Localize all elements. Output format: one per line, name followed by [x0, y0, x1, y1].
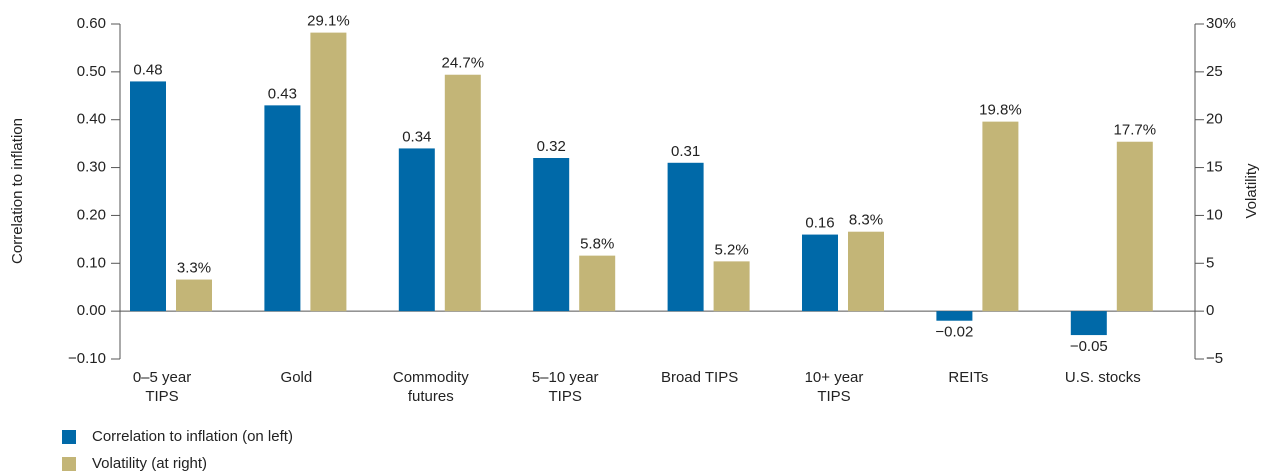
y-tick-label: 0.20	[77, 206, 106, 223]
bar	[264, 105, 301, 312]
value-label: 3.3%	[177, 260, 211, 277]
x-tick-label: 10+ year	[805, 369, 864, 386]
y2-tick-label: −5	[1206, 350, 1223, 367]
value-label: 5.8%	[580, 236, 614, 253]
x-tick-label: U.S. stocks	[1065, 369, 1141, 386]
y2-tick-label: 15	[1206, 159, 1223, 176]
bar	[713, 261, 750, 312]
value-label: 0.32	[537, 138, 566, 155]
y2-tick-label: 30%	[1206, 15, 1236, 32]
legend-swatch	[62, 457, 76, 471]
legend-label: Correlation to inflation (on left)	[92, 428, 293, 445]
x-tick-label: Gold	[281, 369, 313, 386]
y2-tick-label: 25	[1206, 63, 1223, 80]
value-label: 17.7%	[1114, 122, 1157, 139]
x-tick-label: TIPS	[549, 388, 582, 405]
y-tick-label: 0.60	[77, 15, 106, 32]
bar	[1116, 141, 1153, 312]
x-tick-label: 5–10 year	[532, 369, 599, 386]
bar	[667, 162, 704, 312]
value-label: 24.7%	[442, 55, 485, 72]
legend-label: Volatility (at right)	[92, 455, 207, 472]
y-tick-label: 0.40	[77, 111, 106, 128]
y2-axis-title: Volatility	[1243, 163, 1260, 219]
x-tick-label: REITs	[948, 369, 988, 386]
value-label: −0.02	[935, 324, 973, 341]
value-label: 0.31	[671, 143, 700, 160]
value-label: 0.43	[268, 85, 297, 102]
x-tick-label: TIPS	[817, 388, 850, 405]
value-label: 19.8%	[979, 102, 1022, 119]
value-label: −0.05	[1070, 338, 1108, 355]
bar	[444, 74, 481, 312]
x-tick-label: Broad TIPS	[661, 369, 738, 386]
bar	[982, 121, 1019, 312]
y-axis-title: Correlation to inflation	[9, 118, 26, 264]
bar	[176, 279, 212, 312]
x-tick-label: 0–5 year	[133, 369, 191, 386]
y-tick-label: −0.10	[68, 350, 106, 367]
bar	[398, 148, 435, 312]
y-tick-label: 0.10	[77, 254, 106, 271]
bar	[1070, 311, 1107, 336]
value-label: 8.3%	[849, 212, 883, 229]
value-label: 5.2%	[714, 241, 748, 258]
value-label: 0.48	[133, 61, 162, 78]
value-label: 0.16	[805, 215, 834, 232]
y2-tick-label: 20	[1206, 111, 1223, 128]
y-tick-label: 0.50	[77, 63, 106, 80]
legend-swatch	[62, 430, 76, 444]
x-tick-label: Commodity	[393, 369, 469, 386]
bar	[310, 32, 347, 312]
bar	[802, 234, 838, 312]
value-label: 29.1%	[307, 13, 350, 30]
bar	[848, 231, 884, 312]
y-tick-label: 0.30	[77, 159, 106, 176]
bar	[579, 255, 616, 312]
y-tick-label: 0.00	[77, 302, 106, 319]
y2-tick-label: 10	[1206, 206, 1223, 223]
bar	[130, 81, 166, 312]
value-label: 0.34	[402, 128, 431, 145]
y2-tick-label: 0	[1206, 302, 1214, 319]
bar	[533, 158, 570, 312]
x-tick-label: futures	[408, 388, 454, 405]
y2-tick-label: 5	[1206, 254, 1214, 271]
bar	[936, 311, 973, 321]
x-tick-label: TIPS	[145, 388, 178, 405]
